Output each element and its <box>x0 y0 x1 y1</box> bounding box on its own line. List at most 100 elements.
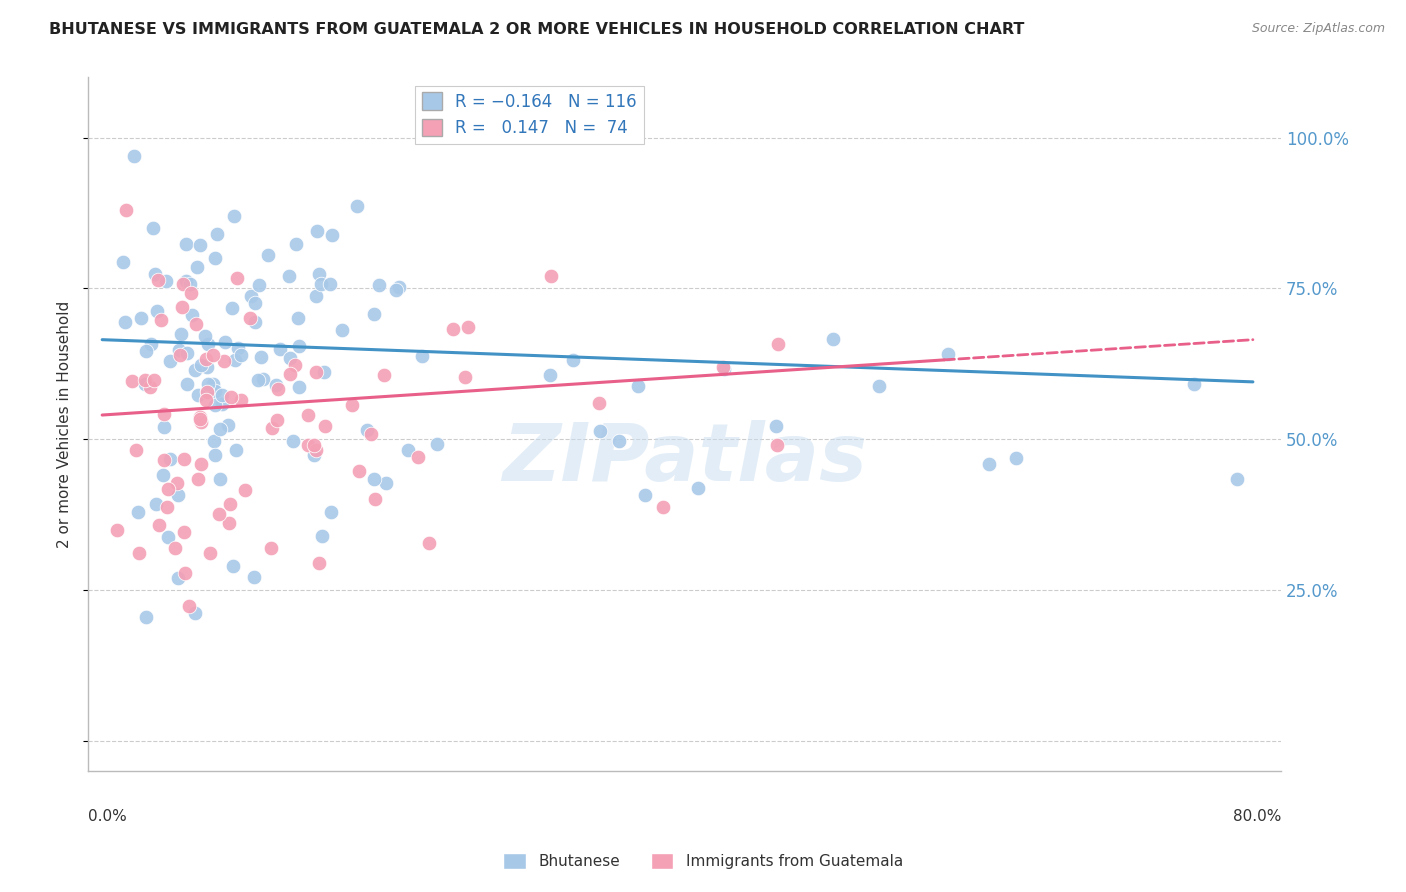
Point <box>284 358 307 372</box>
Point <box>239 310 262 325</box>
Point <box>128 546 150 560</box>
Point <box>626 379 648 393</box>
Point <box>143 267 166 281</box>
Legend: R = −0.164   N = 116, R =   0.147   N =  74: R = −0.164 N = 116, R = 0.147 N = 74 <box>415 86 644 144</box>
Point <box>457 320 479 334</box>
Point <box>176 346 198 360</box>
Point <box>247 277 270 292</box>
Point <box>184 606 207 620</box>
Point <box>280 351 302 365</box>
Point <box>278 268 301 283</box>
Point <box>179 277 201 292</box>
Point <box>356 423 378 437</box>
Point <box>188 237 211 252</box>
Point <box>309 277 332 292</box>
Point <box>360 427 382 442</box>
Point <box>208 508 231 522</box>
Point <box>588 395 610 409</box>
Point <box>208 421 231 435</box>
Point <box>190 358 212 372</box>
Point <box>139 337 162 351</box>
Point <box>288 380 311 394</box>
Point <box>538 368 561 382</box>
Point <box>169 347 191 361</box>
Point <box>134 377 156 392</box>
Point <box>363 307 385 321</box>
Point <box>107 523 129 537</box>
Point <box>868 379 890 393</box>
Point <box>314 419 336 434</box>
Point <box>205 227 228 241</box>
Point <box>145 497 167 511</box>
Point <box>765 419 787 434</box>
Point <box>173 452 195 467</box>
Point <box>340 398 363 412</box>
Point <box>159 451 181 466</box>
Point <box>260 421 283 435</box>
Point <box>311 529 333 543</box>
Point <box>308 556 330 570</box>
Point <box>304 438 326 452</box>
Point <box>302 448 325 462</box>
Point <box>219 497 242 511</box>
Point <box>114 316 136 330</box>
Point <box>121 374 143 388</box>
Point <box>823 333 845 347</box>
Point <box>195 384 218 399</box>
Y-axis label: 2 or more Vehicles in Household: 2 or more Vehicles in Household <box>58 301 72 548</box>
Point <box>218 516 240 530</box>
Point <box>283 434 305 449</box>
Point <box>212 354 235 368</box>
Point <box>134 373 156 387</box>
Text: ZIPatlas: ZIPatlas <box>502 420 868 498</box>
Point <box>221 390 243 404</box>
Point <box>249 350 271 364</box>
Point <box>124 442 146 457</box>
Point <box>297 437 319 451</box>
Point <box>142 220 165 235</box>
Point <box>396 443 419 458</box>
Point <box>297 408 319 422</box>
Point <box>211 397 233 411</box>
Point <box>589 425 612 439</box>
Point <box>156 482 179 496</box>
Point <box>266 378 288 392</box>
Point <box>174 274 197 288</box>
Point <box>201 377 224 392</box>
Point <box>229 393 252 408</box>
Text: 0.0%: 0.0% <box>89 809 127 824</box>
Point <box>149 313 172 327</box>
Point <box>408 450 430 464</box>
Point <box>226 341 249 355</box>
Point <box>239 289 262 303</box>
Point <box>278 367 301 381</box>
Text: BHUTANESE VS IMMIGRANTS FROM GUATEMALA 2 OR MORE VEHICLES IN HOUSEHOLD CORRELATI: BHUTANESE VS IMMIGRANTS FROM GUATEMALA 2… <box>49 22 1025 37</box>
Point <box>711 359 734 374</box>
Point <box>170 326 193 341</box>
Point <box>319 505 342 519</box>
Point <box>135 610 157 624</box>
Point <box>217 417 239 432</box>
Point <box>242 570 264 584</box>
Point <box>305 442 328 457</box>
Point <box>287 310 309 325</box>
Point <box>312 365 335 379</box>
Point <box>349 464 371 478</box>
Point <box>252 372 274 386</box>
Point <box>208 472 231 486</box>
Point <box>174 566 197 581</box>
Point <box>224 352 246 367</box>
Point <box>155 274 177 288</box>
Point <box>266 413 288 427</box>
Point <box>122 149 145 163</box>
Point <box>172 277 194 291</box>
Point <box>1182 377 1205 392</box>
Point <box>765 437 787 451</box>
Point <box>319 277 342 292</box>
Point <box>167 343 190 357</box>
Point <box>176 377 198 392</box>
Point <box>426 437 449 451</box>
Point <box>540 269 562 284</box>
Point <box>115 202 138 217</box>
Point <box>163 541 186 555</box>
